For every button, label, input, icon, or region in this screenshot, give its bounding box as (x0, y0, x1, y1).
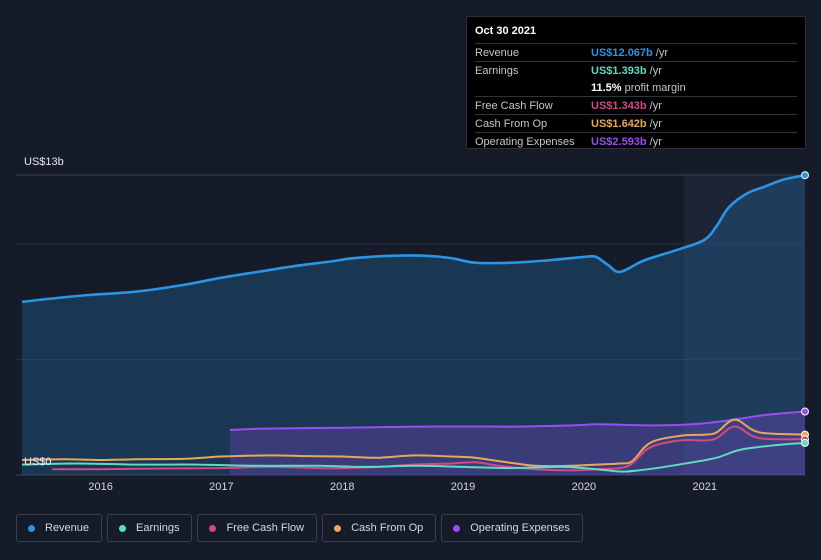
legend-label: Earnings (136, 522, 180, 534)
legend-dot-icon (334, 524, 342, 532)
legend-dot-icon (453, 524, 461, 532)
tooltip-row-label: Earnings (475, 65, 519, 77)
x-tick-label: 2019 (450, 481, 476, 493)
series-end-markers (801, 171, 809, 447)
tooltip-row-value: US$2.593b (591, 136, 647, 148)
tooltip-row-unit: profit margin (624, 82, 686, 94)
tooltip-row-label: Operating Expenses (475, 136, 575, 148)
x-tick-label: 2018 (329, 481, 355, 493)
tooltip-row-value: US$12.067b (591, 47, 653, 59)
operating-expenses-end-marker (801, 407, 809, 416)
legend-toggle-revenue[interactable]: Revenue (16, 514, 103, 542)
tooltip-date: Oct 30 2021 (475, 25, 537, 37)
legend-dot-icon (119, 524, 127, 532)
legend-toggle-earnings[interactable]: Earnings (107, 514, 193, 542)
operating-expenses-line (229, 410, 806, 431)
legend-dot-icon (28, 524, 35, 532)
revenue-area (22, 175, 805, 475)
tooltip-row-value: US$1.642b (591, 118, 647, 130)
x-tick-label: 2016 (88, 481, 113, 493)
revenue-line (21, 173, 806, 304)
revenue-end-marker (801, 171, 809, 180)
cash-from-op-line (21, 418, 806, 468)
chart-area (16, 171, 809, 476)
tooltip-row-unit: /yr (649, 100, 662, 112)
tooltip-rows: Revenue US$12.067b/yr Earnings US$1.393b/yr… (475, 43, 797, 150)
hover-tooltip: Oct 30 2021 Revenue US$12.067b/yr Earnings… (466, 16, 806, 149)
legend-label: Operating Expenses (470, 522, 570, 534)
tooltip-row-unit: /yr (649, 118, 662, 130)
y-axis-bottom-label: US$0 (24, 456, 52, 468)
x-tick-label: 2021 (692, 481, 717, 493)
legend-label: Revenue (45, 522, 90, 534)
tooltip-row-label: Cash From Op (475, 118, 548, 130)
legend-toggle-operating-expenses[interactable]: Operating Expenses (441, 514, 583, 542)
earnings-line (21, 441, 806, 473)
tooltip-row-unit: /yr (649, 136, 662, 148)
tooltip-row-unit: /yr (655, 47, 668, 59)
y-axis-top-label: US$13b (24, 156, 64, 168)
legend-toggle-cash-from-op[interactable]: Cash From Op (322, 514, 437, 542)
tooltip-row-value: US$1.343b (591, 100, 647, 112)
tooltip-row: Revenue US$12.067b/yr (475, 43, 797, 61)
tooltip-row-value: 11.5% (591, 82, 622, 94)
tooltip-row-label: Free Cash Flow (475, 100, 553, 112)
tooltip-row-label: Revenue (475, 47, 520, 59)
tooltip-row: 11.5% profit margin (475, 79, 797, 96)
x-tick-label: 2017 (209, 481, 234, 493)
chart-legend: Revenue Earnings Free Cash Flow Cash From O… (16, 514, 583, 542)
tooltip-row: Operating Expenses US$2.593b/yr (475, 132, 797, 150)
earnings-end-marker (801, 438, 809, 447)
legend-label: Cash From Op (351, 522, 424, 534)
legend-label: Free Cash Flow (226, 522, 305, 534)
series-lines (21, 173, 806, 473)
tooltip-row: Earnings US$1.393b/yr (475, 61, 797, 79)
legend-dot-icon (209, 524, 217, 532)
x-tick-label: 2020 (571, 481, 597, 493)
tooltip-row-unit: /yr (649, 65, 662, 77)
tooltip-row: Cash From Op US$1.642b/yr (475, 114, 797, 132)
tooltip-row: Free Cash Flow US$1.343b/yr (475, 96, 797, 114)
tooltip-row-value: US$1.393b (591, 65, 647, 77)
legend-toggle-free-cash-flow[interactable]: Free Cash Flow (197, 514, 318, 542)
